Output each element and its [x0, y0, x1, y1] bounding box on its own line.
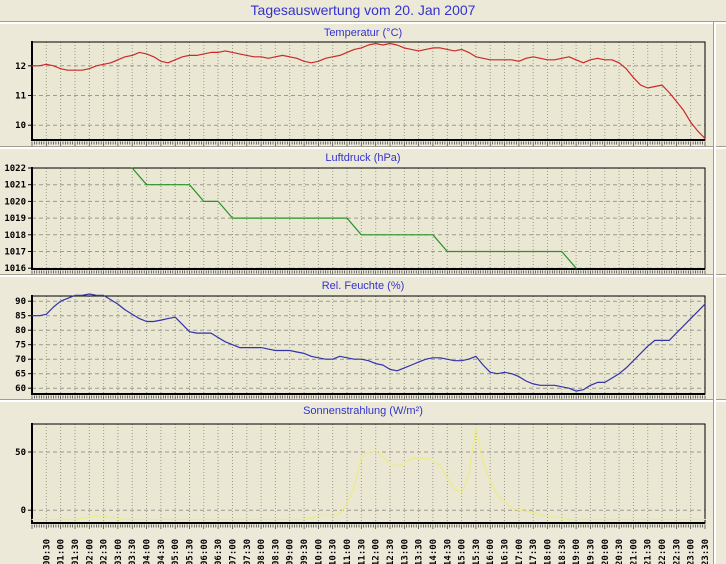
svg-text:0: 0	[21, 506, 26, 516]
svg-text:13:30: 13:30	[415, 539, 425, 564]
svg-text:03:00: 03:00	[114, 539, 124, 564]
svg-text:08:30: 08:30	[271, 539, 281, 564]
svg-text:11: 11	[15, 92, 26, 102]
svg-text:00:30: 00:30	[42, 539, 52, 564]
svg-text:12:00: 12:00	[372, 539, 382, 564]
svg-text:1018: 1018	[4, 231, 26, 241]
svg-text:16:00: 16:00	[486, 539, 496, 564]
humidity-panel: 60 65 70 75 80 85 90 Rel. Feuchte (%)	[0, 277, 726, 399]
svg-text:50: 50	[15, 448, 26, 458]
svg-text:16:30: 16:30	[501, 539, 511, 564]
svg-text:85: 85	[15, 312, 26, 322]
solar-chart-title: Sonnenstrahlung (W/m²)	[303, 405, 423, 417]
svg-text:05:00: 05:00	[171, 539, 181, 564]
svg-text:1019: 1019	[4, 214, 26, 224]
svg-text:14:30: 14:30	[443, 539, 453, 564]
separator	[0, 146, 726, 149]
svg-text:1020: 1020	[4, 197, 26, 207]
svg-text:21:00: 21:00	[629, 539, 639, 564]
svg-text:18:00: 18:00	[544, 539, 554, 564]
svg-text:02:00: 02:00	[85, 539, 95, 564]
svg-text:01:00: 01:00	[57, 539, 67, 564]
svg-text:07:30: 07:30	[243, 539, 253, 564]
svg-text:06:00: 06:00	[200, 539, 210, 564]
svg-text:22:30: 22:30	[672, 539, 682, 564]
page-header: Tagesauswertung vom 20. Jan 2007	[0, 0, 726, 21]
svg-text:01:30: 01:30	[71, 539, 81, 564]
svg-text:05:30: 05:30	[186, 539, 196, 564]
svg-text:04:00: 04:00	[143, 539, 153, 564]
temperature-chart-title: Temperatur (°C)	[323, 27, 403, 39]
separator	[0, 399, 726, 402]
svg-text:10: 10	[15, 121, 26, 131]
right-edge-groove	[713, 22, 716, 564]
svg-text:1021: 1021	[4, 181, 26, 191]
svg-text:23:00: 23:00	[687, 539, 697, 564]
svg-text:70: 70	[15, 355, 26, 365]
pressure-panel: 1016 1017 1018 1019 1020 1021 1022 Luftdruck (…	[0, 149, 726, 274]
svg-text:10:30: 10:30	[329, 539, 339, 564]
svg-text:15:00: 15:00	[458, 539, 468, 564]
svg-text:23:30: 23:30	[701, 539, 711, 564]
svg-text:20:30: 20:30	[615, 539, 625, 564]
svg-text:65: 65	[15, 370, 26, 380]
svg-text:1016: 1016	[4, 264, 26, 274]
separator	[0, 274, 726, 277]
pressure-chart: 1016 1017 1018 1019 1020 1021 1022	[4, 164, 706, 274]
temperature-chart: 10 11 12	[15, 41, 706, 146]
svg-text:15:30: 15:30	[472, 539, 482, 564]
svg-text:04:30: 04:30	[157, 539, 167, 564]
svg-text:60: 60	[15, 384, 26, 394]
svg-text:10:00: 10:00	[314, 539, 324, 564]
svg-text:19:00: 19:00	[572, 539, 582, 564]
svg-text:22:00: 22:00	[658, 539, 668, 564]
svg-text:09:00: 09:00	[286, 539, 296, 564]
svg-text:02:30: 02:30	[100, 539, 110, 564]
svg-text:03:30: 03:30	[128, 539, 138, 564]
svg-text:90: 90	[15, 297, 26, 307]
svg-text:19:30: 19:30	[586, 539, 596, 564]
svg-text:06:30: 06:30	[214, 539, 224, 564]
svg-text:09:30: 09:30	[300, 539, 310, 564]
humidity-chart: 60 65 70 75 80 85 90	[15, 293, 706, 399]
svg-text:12:30: 12:30	[386, 539, 396, 564]
svg-text:20:00: 20:00	[601, 539, 611, 564]
svg-text:14:00: 14:00	[429, 539, 439, 564]
svg-text:17:30: 17:30	[529, 539, 539, 564]
solar-chart: 0 50 00:30 01:00 01:30 02:00 02:30 03:00 03:30 04…	[15, 423, 711, 564]
svg-text:11:00: 11:00	[343, 539, 353, 564]
svg-text:11:30: 11:30	[357, 539, 367, 564]
page-title: Tagesauswertung vom 20. Jan 2007	[250, 2, 476, 18]
svg-text:21:30: 21:30	[644, 539, 654, 564]
separator	[0, 21, 726, 24]
pressure-chart-title: Luftdruck (hPa)	[325, 152, 401, 164]
svg-text:1017: 1017	[4, 248, 26, 258]
svg-text:07:00: 07:00	[229, 539, 239, 564]
svg-text:12: 12	[15, 62, 26, 72]
svg-text:80: 80	[15, 326, 26, 336]
svg-text:13:00: 13:00	[400, 539, 410, 564]
svg-text:1022: 1022	[4, 164, 26, 174]
temperature-panel: 10 11 12 Temperatur (°C)	[0, 24, 726, 146]
svg-text:18:30: 18:30	[558, 539, 568, 564]
solar-panel: 0 50 00:30 01:00 01:30 02:00 02:30 03:00 03:30 04…	[0, 402, 726, 564]
humidity-chart-title: Rel. Feuchte (%)	[321, 280, 405, 292]
svg-text:75: 75	[15, 341, 26, 351]
svg-text:17:00: 17:00	[515, 539, 525, 564]
svg-text:08:00: 08:00	[257, 539, 267, 564]
